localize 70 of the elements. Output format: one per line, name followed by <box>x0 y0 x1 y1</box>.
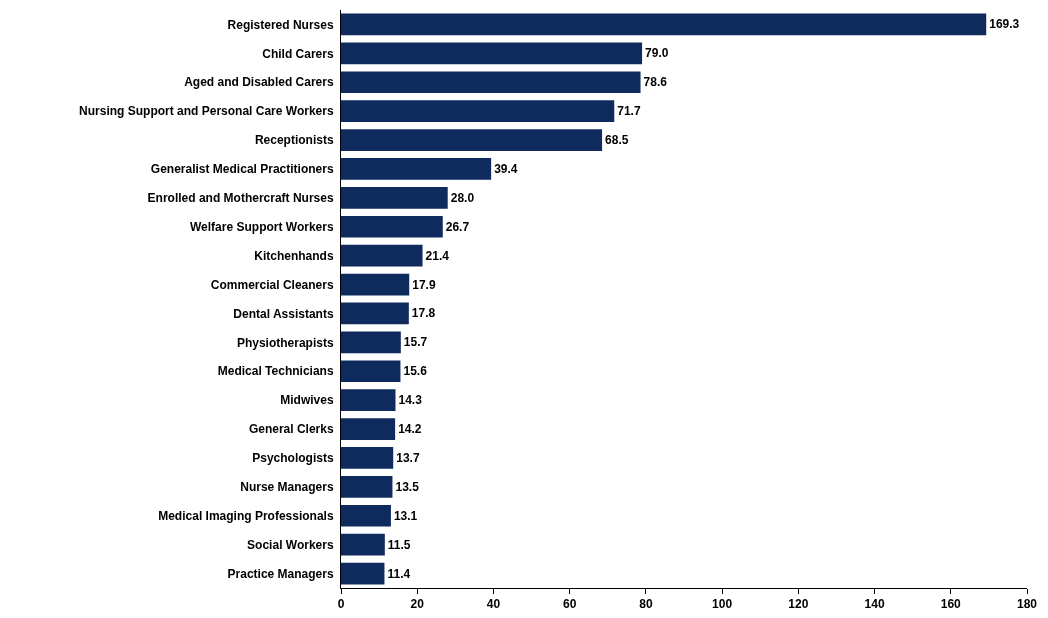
bar <box>341 273 410 296</box>
data-label: 15.6 <box>403 364 428 379</box>
y-tick-label: Aged and Disabled Carers <box>184 75 334 90</box>
bar <box>341 504 391 527</box>
y-tick-label: Enrolled and Mothercraft Nurses <box>147 191 334 206</box>
bar <box>341 42 643 65</box>
data-label: 11.4 <box>387 566 411 581</box>
bar <box>341 562 385 585</box>
y-tick-label: General Clerks <box>248 422 334 437</box>
y-tick-label: Medical Imaging Professionals <box>158 508 334 523</box>
data-label: 39.4 <box>494 161 518 176</box>
x-tick-label: 60 <box>562 597 577 612</box>
data-label: 28.0 <box>450 190 475 205</box>
y-tick-label: Practice Managers <box>227 566 334 581</box>
bar <box>341 302 409 325</box>
data-label: 13.5 <box>395 479 420 494</box>
data-label: 79.0 <box>645 46 669 61</box>
bar <box>341 100 615 122</box>
y-tick-label: Kitchenhands <box>254 248 334 263</box>
data-label: 14.3 <box>398 393 423 408</box>
data-label: 15.7 <box>403 335 428 350</box>
x-tick-label: 0 <box>337 597 345 612</box>
data-label: 26.7 <box>445 219 470 234</box>
bar <box>341 331 401 354</box>
x-tick-label: 160 <box>940 597 962 612</box>
y-tick-label: Registered Nurses <box>227 17 334 32</box>
y-tick-label: Midwives <box>280 393 334 408</box>
data-label: 11.5 <box>387 537 411 552</box>
bar <box>341 71 641 94</box>
x-tick-label: 20 <box>410 597 425 612</box>
bar <box>341 418 396 440</box>
bar <box>341 215 443 238</box>
bar <box>341 476 393 498</box>
bar <box>341 447 394 469</box>
y-tick-label: Receptionists <box>254 133 334 148</box>
bar <box>341 187 448 209</box>
data-label: 13.7 <box>396 450 420 465</box>
y-tick-label: Welfare Support Workers <box>190 219 334 234</box>
y-tick-label: Child Carers <box>262 46 334 61</box>
bar <box>341 533 385 556</box>
bar <box>341 13 987 36</box>
x-tick-label: 120 <box>788 597 809 612</box>
bar <box>341 360 401 383</box>
data-label: 17.9 <box>412 277 436 292</box>
bar <box>341 389 396 411</box>
data-label: 169.3 <box>989 17 1020 32</box>
x-tick-label: 40 <box>486 597 501 612</box>
y-tick-label: Commercial Cleaners <box>210 277 334 292</box>
x-tick-label: 100 <box>712 597 733 612</box>
data-label: 13.1 <box>393 508 418 523</box>
x-tick-label: 180 <box>1016 597 1038 612</box>
bar <box>341 244 423 267</box>
data-label: 21.4 <box>425 248 450 263</box>
data-label: 68.5 <box>605 133 629 148</box>
y-tick-label: Dental Assistants <box>233 306 334 321</box>
data-label: 17.8 <box>411 306 436 321</box>
y-tick-label: Generalist Medical Practitioners <box>150 162 334 177</box>
data-label: 78.6 <box>643 75 668 90</box>
y-tick-label: Psychologists <box>252 451 334 466</box>
data-label: 14.2 <box>398 422 422 437</box>
y-tick-label: Medical Technicians <box>217 364 334 379</box>
data-label: 71.7 <box>617 104 641 119</box>
bar <box>341 129 603 151</box>
y-tick-label: Social Workers <box>247 537 334 552</box>
x-tick-label: 80 <box>639 597 653 612</box>
x-tick-label: 140 <box>864 597 885 612</box>
y-tick-label: Physiotherapists <box>236 335 334 350</box>
y-tick-label: Nurse Managers <box>240 480 334 495</box>
bar <box>341 158 492 180</box>
y-tick-label: Nursing Support and Personal Care Workers <box>79 104 334 119</box>
